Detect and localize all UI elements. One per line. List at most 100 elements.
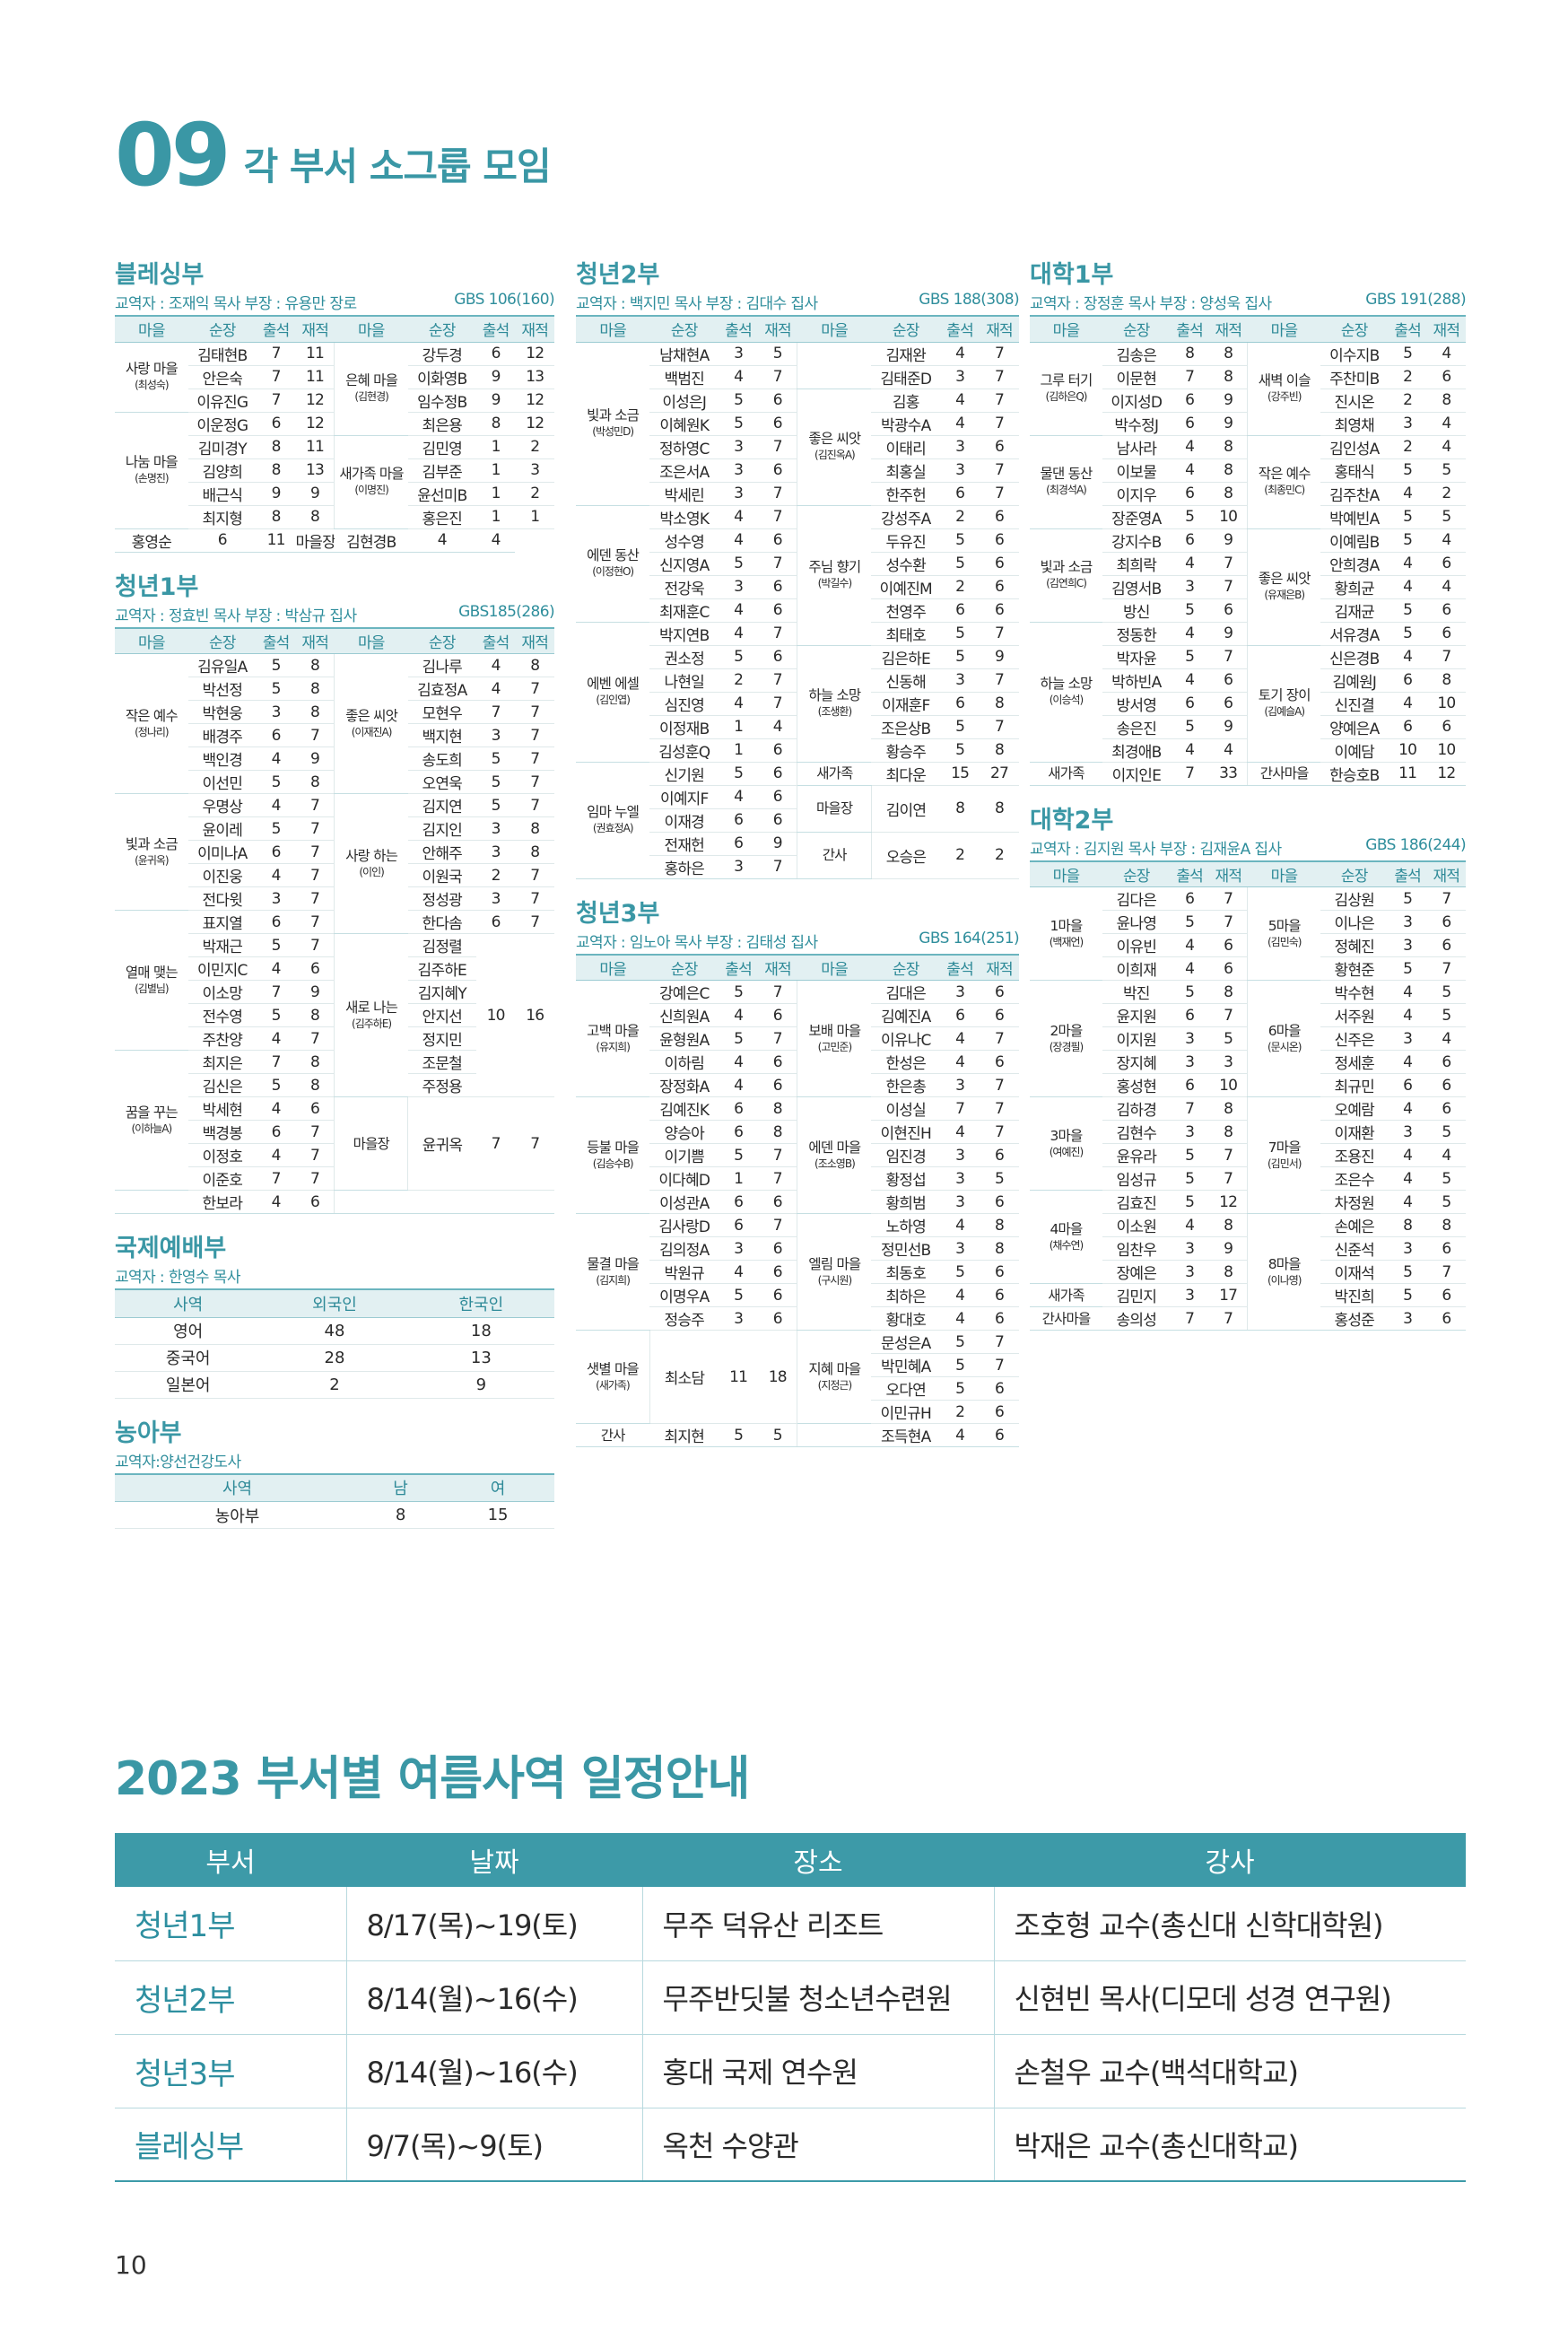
- col-header: 마을: [1030, 317, 1102, 343]
- village-name: 작은 예수: [125, 707, 179, 724]
- table-row: 빛과 소금 (윤귀옥) 우명상 4 7 사랑 하는 (이인) 김지연 5 7: [115, 793, 554, 934]
- table-row: 오다연 5 6: [576, 1376, 1019, 1401]
- cell: 8: [515, 653, 554, 677]
- cell: 2: [940, 575, 980, 599]
- cell: 2: [719, 668, 759, 693]
- group-table: 마을 순장 출석 재적 마을 순장 출석 재적 작은 예수 (정나리) 김유일A 5 8 좋은 씨앗 (이재…: [115, 628, 554, 1214]
- table-row: 에벤 에셀 (김인엽) 박지연B 4 7 최태호 5 7: [576, 622, 1019, 763]
- village-leader: (김승수B): [592, 1157, 634, 1170]
- cell: 정승주: [649, 1306, 719, 1331]
- merged-cell: 16: [515, 933, 554, 1097]
- cell: 6: [758, 458, 797, 483]
- village-cell: 은혜 마을 (김현경): [334, 342, 408, 436]
- village-name: 간사: [600, 1427, 626, 1444]
- cell: 이성실: [871, 1096, 941, 1121]
- village-cell: 간사: [576, 1423, 650, 1447]
- village-name: 5마을: [1267, 917, 1302, 934]
- cell: 8: [256, 435, 296, 459]
- cell: 4: [940, 342, 980, 366]
- table-row: 김현수 3 8 이재환 3 5: [1030, 1120, 1466, 1144]
- cell: 5: [719, 1283, 759, 1307]
- cell: 이재훈F: [871, 692, 941, 716]
- table-row: 윤지원 6 7 서주원 4 5: [1030, 1003, 1466, 1027]
- cell: 5: [256, 933, 296, 957]
- cell: 이성관A: [649, 1190, 719, 1214]
- cell: 7: [980, 1073, 1019, 1097]
- village-leader: (조생환): [817, 705, 852, 718]
- cell: 8: [360, 1501, 442, 1529]
- cell: 9: [1208, 715, 1248, 739]
- cell: 진시온: [1320, 388, 1389, 413]
- village-leader: (새가족): [596, 1378, 630, 1392]
- cell: 5: [940, 1330, 980, 1354]
- village-leader: (문시온): [1267, 1040, 1302, 1053]
- cell: 6: [758, 412, 797, 436]
- village-name: 꿈을 꾸는: [125, 1104, 179, 1121]
- cell: 6: [295, 1096, 335, 1121]
- cell: 4: [1170, 956, 1209, 981]
- table-row: 성수영 4 6 두유진 5 6: [576, 528, 1019, 553]
- cell: 4: [940, 1026, 980, 1051]
- table-row: 백범진 4 7 김태준D 3 7: [576, 365, 1019, 389]
- cell: 8: [295, 1050, 335, 1074]
- table-row: 물결 마을 (김지희) 김사랑D 6 7 엘림 마을 (구시원) 노하영 4 8: [576, 1213, 1019, 1331]
- table-row: 청년3부 8/14(월)~16(수) 홍대 국제 연수원 손철우 교수(백석대학교): [115, 2034, 1466, 2108]
- village-cell: 1마을 (백재언): [1030, 886, 1102, 981]
- col-header: 출석: [940, 317, 980, 343]
- cell: 6: [1426, 552, 1466, 576]
- cell: 2: [1388, 435, 1427, 459]
- group-section: 청년1부 교역자 : 정효빈 목사 부장 : 박삼규 집사 GBS185(286) 마…: [115, 572, 555, 1214]
- village-name: 간사마을: [1259, 765, 1310, 781]
- table-row: 김영서B 3 7 황희균 4 4: [1030, 575, 1466, 599]
- cell: 4: [719, 785, 759, 809]
- cell: 5: [719, 1423, 759, 1447]
- village-cell: 샛별 마을 (새가족): [576, 1330, 650, 1424]
- col-header: 사역: [115, 1474, 361, 1502]
- table-row: 새가족 이지인E 7 33 간사마을 한승호B 11 12: [1030, 762, 1466, 786]
- cell: 김지혜Y: [407, 980, 476, 1004]
- cell: 강성주A: [871, 505, 941, 529]
- cell: 8: [980, 1236, 1019, 1261]
- deaf-table: 사역 남 여 농아부 8 15: [115, 1474, 554, 1529]
- cell: 7: [1208, 575, 1248, 599]
- cell: 6: [758, 1283, 797, 1307]
- cell: 송의성: [1102, 1306, 1171, 1331]
- village-leader: (백재언): [1049, 935, 1084, 948]
- table-row: 안은숙 7 11 이화영B 9 13: [115, 365, 554, 389]
- village-cell: 고백 마을 (유지희): [576, 980, 650, 1097]
- cell: 3: [1388, 1306, 1427, 1331]
- table-row: 이민지C 4 6 김주하E: [115, 956, 554, 981]
- cell: 4: [1170, 552, 1209, 576]
- cell: 이원국: [407, 863, 476, 887]
- table-row: 주찬양 4 7 정지민: [115, 1026, 554, 1051]
- cell: 8: [295, 677, 335, 701]
- cell: 최동호: [871, 1260, 941, 1284]
- cell: 7: [515, 886, 554, 911]
- section-title: 청년3부: [576, 899, 660, 928]
- cell: 6: [1208, 692, 1248, 716]
- col-header: 출석: [1170, 317, 1209, 343]
- table-row: 양승아 6 8 이현진H 4 7: [576, 1120, 1019, 1144]
- cell: 7: [295, 910, 335, 934]
- cell: 김예원J: [1320, 668, 1389, 693]
- cell: 6: [1170, 886, 1209, 911]
- cell: 김효진: [1102, 1190, 1171, 1214]
- cell: 남사라: [1102, 435, 1171, 459]
- cell: 5: [1170, 1166, 1209, 1191]
- cell: 6: [1170, 1003, 1209, 1027]
- cell: 8: [1208, 458, 1248, 483]
- cell: 6: [980, 1376, 1019, 1401]
- cell: 안지선: [407, 1003, 476, 1027]
- cell: 7: [515, 863, 554, 887]
- cell: 최희락: [1102, 552, 1171, 576]
- cell: 13: [515, 365, 554, 389]
- section-info: 교역자 : 조재익 목사 부장 : 유용만 장로 GBS 106(160): [115, 291, 555, 317]
- cell: 7: [515, 746, 554, 771]
- cell: 5: [256, 653, 296, 677]
- section-title: 국제예배부: [115, 1235, 227, 1262]
- cell: 2: [261, 1371, 408, 1399]
- cell: 5: [719, 762, 759, 786]
- cell: 6: [980, 1050, 1019, 1074]
- cell: 6: [1426, 715, 1466, 739]
- cell: 김하경: [1102, 1096, 1171, 1121]
